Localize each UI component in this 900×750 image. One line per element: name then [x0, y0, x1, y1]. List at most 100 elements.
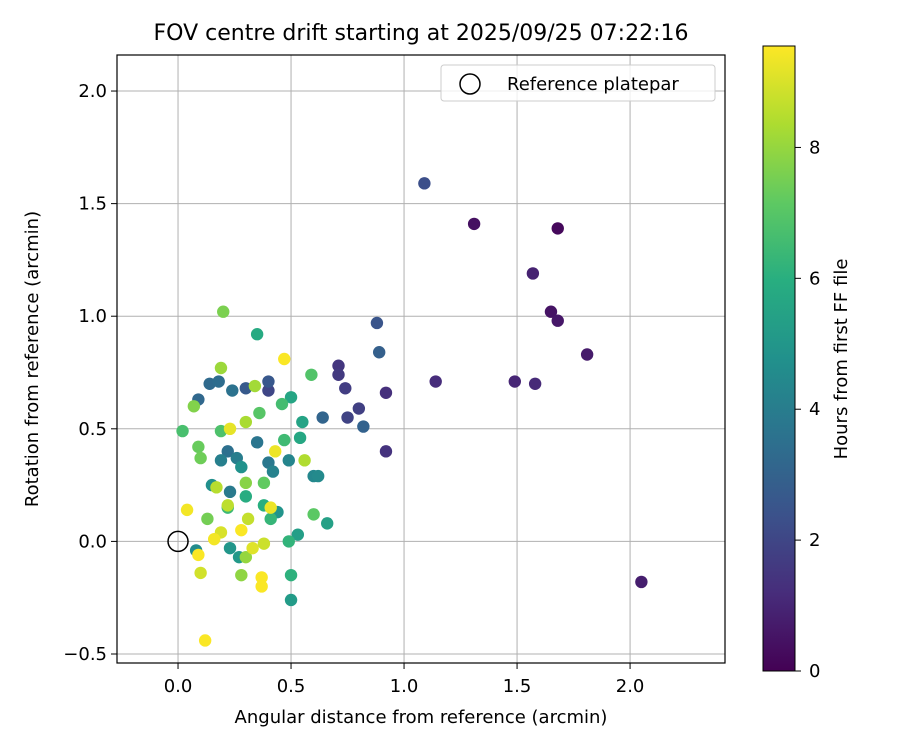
data-point: [370, 316, 384, 330]
y-tick-label: 1.0: [78, 306, 107, 327]
data-point: [210, 481, 223, 494]
data-point: [239, 490, 253, 503]
x-tick-label: 2.0: [616, 676, 645, 697]
colorbar-gradient: [762, 45, 796, 672]
x-tick-label: 0.0: [164, 676, 193, 697]
data-point: [418, 177, 431, 190]
data-point: [298, 454, 311, 467]
legend-label: Reference platepar: [507, 74, 679, 95]
data-point: [352, 402, 366, 415]
colorbar-tick-label: 2: [809, 530, 820, 551]
data-point: [194, 451, 207, 465]
data-point: [278, 433, 291, 447]
plot-frame: [116, 54, 726, 664]
y-tick-label: 2.0: [78, 81, 107, 102]
data-point: [212, 375, 225, 388]
data-point: [293, 431, 307, 445]
y-tick-label: 1.5: [78, 194, 107, 215]
data-point: [192, 548, 205, 562]
data-point: [275, 397, 289, 411]
legend: Reference platepar: [440, 64, 716, 102]
data-point: [379, 386, 393, 399]
data-point: [226, 384, 239, 397]
colorbar: 0 2 4 6 8 Hours from first FF file: [762, 45, 852, 682]
x-axis-label: Angular distance from reference (arcmin): [235, 707, 608, 728]
data-point: [217, 305, 230, 318]
y-tick-label: −0.5: [63, 644, 107, 665]
colorbar-label: Hours from first FF file: [831, 259, 852, 460]
data-point: [284, 568, 298, 582]
data-point: [250, 436, 264, 449]
data-point: [192, 440, 205, 454]
reference-platepar-marker: [167, 530, 189, 553]
data-point: [239, 415, 253, 429]
data-point: [187, 400, 201, 413]
data-point: [284, 391, 298, 404]
data-point: [250, 328, 264, 341]
data-point: [526, 267, 540, 280]
data-point: [235, 523, 248, 537]
data-point: [223, 541, 237, 555]
legend-box: [440, 64, 716, 102]
x-axis-ticks: 0.0 0.5 1.0 1.5 2.0: [164, 663, 645, 697]
data-point: [255, 580, 268, 593]
data-point: [372, 346, 386, 359]
data-point: [248, 379, 262, 393]
data-point: [262, 384, 275, 397]
data-point: [214, 454, 228, 467]
data-point: [282, 535, 295, 548]
data-point: [339, 382, 352, 395]
data-point: [176, 424, 189, 438]
data-point: [307, 508, 320, 521]
data-point: [221, 445, 234, 458]
data-point: [207, 532, 221, 546]
plot-area: 0.0 0.5 1.0 1.5 2.0 −0.5 0.0 0.5 1.0 1.5 2.0: [63, 54, 726, 697]
data-point: [467, 217, 481, 231]
plot-background: [117, 55, 725, 663]
data-point: [551, 222, 564, 235]
colorbar-tick-label: 8: [809, 137, 820, 158]
colorbar-tick-label: 6: [809, 268, 820, 289]
colorbar-ticks: 0 2 4 6 8: [795, 137, 820, 682]
data-point: [311, 469, 325, 483]
data-point: [429, 375, 442, 388]
data-point: [508, 375, 521, 388]
data-point: [262, 375, 275, 388]
data-point: [341, 411, 354, 424]
data-points: [176, 177, 648, 647]
data-point: [580, 348, 594, 361]
data-point: [266, 465, 280, 478]
data-point: [296, 415, 309, 429]
data-point: [180, 503, 194, 517]
data-point: [246, 541, 259, 555]
data-point: [201, 512, 214, 526]
data-point: [257, 476, 271, 490]
data-point: [255, 571, 268, 584]
data-point: [321, 517, 334, 530]
data-point: [264, 512, 277, 526]
data-point: [253, 406, 266, 420]
data-point: [357, 420, 370, 433]
data-point: [239, 476, 253, 490]
data-point: [635, 575, 648, 589]
data-point: [278, 352, 291, 366]
x-tick-label: 1.5: [503, 676, 532, 697]
data-point: [241, 512, 255, 526]
data-point: [291, 528, 305, 541]
y-tick-label: 0.5: [78, 419, 107, 440]
data-point: [194, 566, 207, 580]
data-point: [316, 411, 329, 424]
data-point: [264, 501, 277, 514]
colorbar-tick-label: 0: [809, 661, 820, 682]
data-point: [551, 314, 564, 327]
data-point: [305, 368, 318, 381]
data-point: [221, 499, 234, 512]
data-point: [269, 445, 282, 458]
data-point: [282, 454, 295, 467]
legend-marker-icon: [459, 73, 481, 95]
data-point: [223, 485, 237, 499]
data-point: [214, 361, 228, 375]
data-point: [544, 305, 558, 318]
y-axis-label: Rotation from reference (arcmin): [22, 211, 43, 507]
